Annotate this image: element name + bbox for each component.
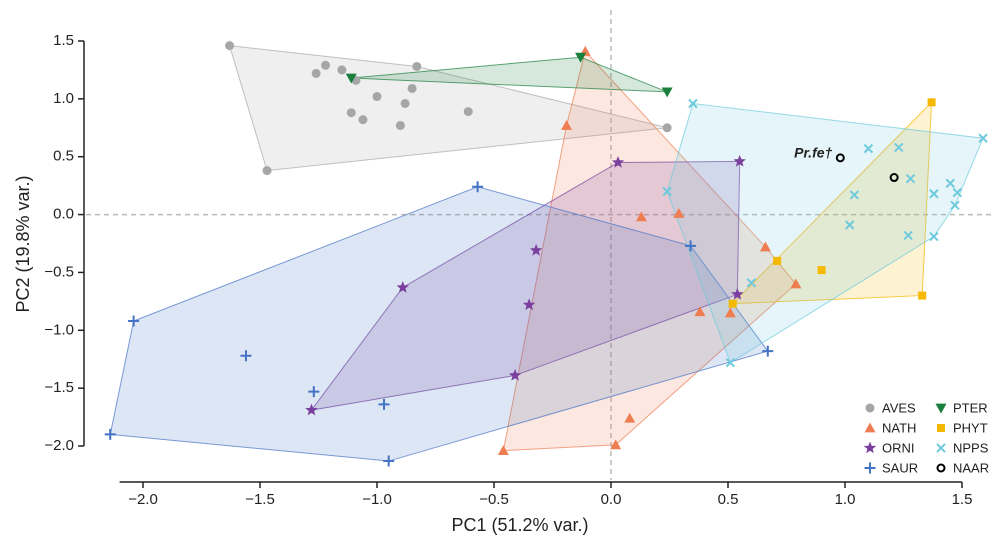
x-tick-label: −2.0 [128, 491, 158, 508]
legend-label: NATH [882, 420, 916, 435]
point [773, 257, 781, 265]
legend-marker [937, 444, 945, 452]
chart: PC1 (51.2% var.) PC2 (19.8% var.) −2.0 −1… [0, 0, 1002, 542]
x-axis-label: PC1 (51.2% var.) [451, 515, 588, 535]
hulls [110, 46, 983, 461]
point [321, 61, 330, 70]
legend-label: AVES [882, 400, 916, 415]
x-tick-label: 0.0 [601, 491, 622, 508]
point [663, 123, 672, 132]
y-tick-label: −1.0 [44, 321, 74, 338]
x-tick-label: −0.5 [479, 491, 509, 508]
y-tick-label: −1.5 [44, 379, 74, 396]
point [464, 107, 473, 116]
legend-label: NPPS [953, 440, 989, 455]
point [918, 292, 926, 300]
point [263, 166, 272, 175]
y-tick-label: 0.5 [53, 148, 74, 165]
y-tick-label: −0.5 [44, 263, 74, 280]
legend-marker [936, 404, 947, 414]
legend-marker [938, 465, 945, 472]
y-axis-label: PC2 (19.8% var.) [13, 175, 33, 312]
legend-marker [865, 423, 876, 433]
point [401, 99, 410, 108]
y-tick-label: −2.0 [44, 437, 74, 454]
point [358, 115, 367, 124]
y-tick-label: 0.0 [53, 206, 74, 223]
x-tick-label: −1.0 [362, 491, 392, 508]
x-tick-label: 1.5 [952, 491, 973, 508]
x-tick-label: −1.5 [245, 491, 275, 508]
point [412, 62, 421, 71]
legend-label: NAAR [953, 460, 989, 475]
legend-label: ORNI [882, 440, 915, 455]
legend-marker [866, 404, 875, 413]
point [729, 300, 737, 308]
legend-label: PTER [953, 400, 988, 415]
legend-marker [937, 424, 945, 432]
annotation: Pr.fe† [794, 145, 832, 161]
point [396, 121, 405, 130]
point [337, 65, 346, 74]
point [373, 92, 382, 101]
x-tick-label: 1.0 [835, 491, 856, 508]
y-tick-label: 1.0 [53, 90, 74, 107]
legend-marker [865, 463, 876, 474]
point [662, 88, 673, 98]
legend-label: SAUR [882, 460, 918, 475]
point [225, 41, 234, 50]
point [818, 266, 826, 274]
point [347, 108, 356, 117]
x-tick-label: 0.5 [718, 491, 739, 508]
point [408, 84, 417, 93]
y-tick-label: 1.5 [53, 32, 74, 49]
point [312, 69, 321, 78]
legend-marker [864, 442, 876, 454]
point [928, 98, 936, 106]
legend-label: PHYT [953, 420, 988, 435]
